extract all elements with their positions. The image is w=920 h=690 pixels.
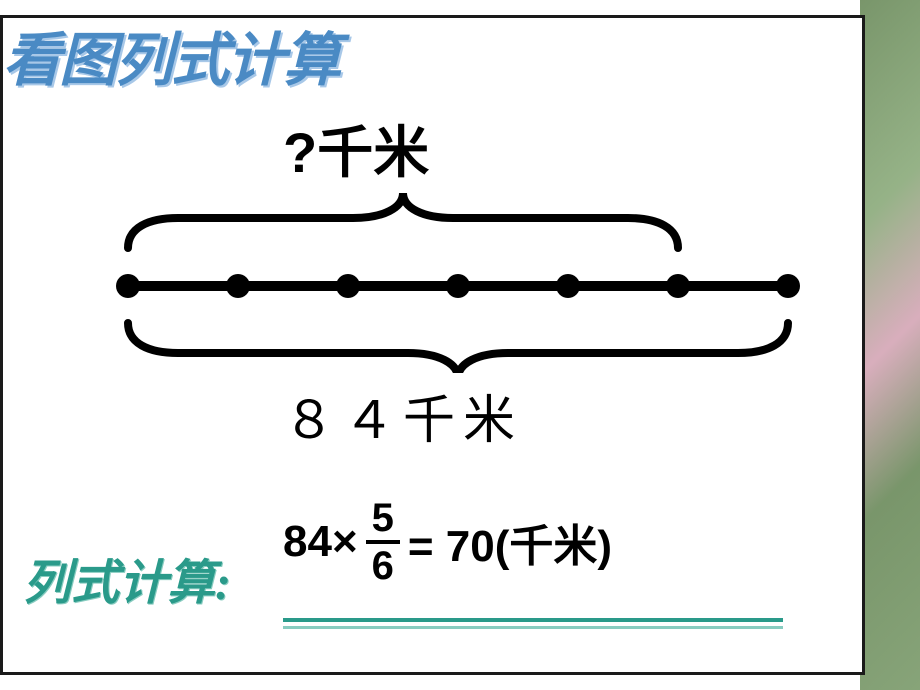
number-line-diagram [108,173,808,373]
fraction-denominator: 6 [366,546,400,586]
underline-shadow [283,626,783,629]
page-title: 看图列式计算 [3,13,339,97]
fraction: 5 6 [366,498,400,586]
fraction-numerator: 5 [366,498,400,538]
total-label: ８４千米 [283,378,523,453]
equals-result: = 70(千米) [408,510,612,574]
equation: 84× 5 6 = 70(千米) [283,498,612,586]
calculation-label: 列式计算: [23,543,231,613]
content-frame: 看图列式计算 ?千米 ８４千米 列式计算: 84× 5 6 = 70(千米) [0,15,865,675]
background-decoration [860,0,920,690]
underline [283,618,783,622]
multiplicand: 84× [283,517,358,567]
